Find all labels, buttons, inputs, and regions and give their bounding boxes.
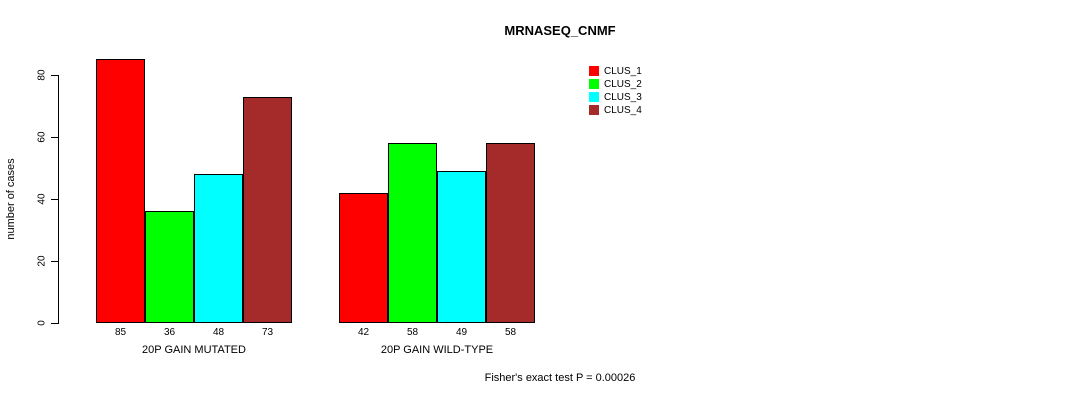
y-tick-label: 80 (36, 69, 48, 81)
legend-item-clus-4: CLUS_4 (589, 104, 642, 116)
bar-value-label: 48 (212, 327, 225, 338)
bar-clus-2-group-1 (145, 211, 194, 323)
bar-clus-1-group-1 (96, 59, 145, 323)
chart-title: MRNASEQ_CNMF (504, 23, 616, 38)
y-axis-title: number of cases (5, 158, 17, 240)
bar-clus-3-group-2 (437, 171, 486, 323)
y-axis-line (58, 75, 59, 324)
y-tick (51, 261, 58, 262)
y-tick (51, 75, 58, 76)
bar-clus-4-group-2 (486, 143, 535, 323)
legend-item-clus-2: CLUS_2 (589, 78, 642, 90)
bar-clus-3-group-1 (194, 174, 243, 323)
legend-swatch-icon (589, 66, 599, 76)
bar-clus-4-group-1 (243, 97, 292, 323)
legend-swatch-icon (589, 79, 599, 89)
legend-label: CLUS_1 (604, 65, 642, 77)
bar-clus-2-group-2 (388, 143, 437, 323)
y-tick (51, 137, 58, 138)
bar-value-label: 73 (261, 327, 274, 338)
legend-label: CLUS_4 (604, 104, 642, 116)
bar-value-label: 42 (357, 327, 370, 338)
fisher-test-annotation: Fisher's exact test P = 0.00026 (484, 372, 636, 384)
x-category-label: 20P GAIN MUTATED (142, 344, 246, 356)
legend-swatch-icon (589, 92, 599, 102)
bar-value-label: 58 (504, 327, 517, 338)
y-tick-label: 0 (36, 320, 48, 326)
legend-item-clus-1: CLUS_1 (589, 65, 642, 77)
legend-label: CLUS_3 (604, 91, 642, 103)
legend-label: CLUS_2 (604, 78, 642, 90)
bar-value-label: 36 (163, 327, 176, 338)
bar-value-label: 49 (455, 327, 468, 338)
y-tick (51, 199, 58, 200)
bar-clus-1-group-2 (339, 193, 388, 323)
y-tick (51, 323, 58, 324)
legend-swatch-icon (589, 105, 599, 115)
bar-value-label: 85 (114, 327, 127, 338)
y-tick-label: 60 (36, 131, 48, 143)
y-tick-label: 40 (36, 193, 48, 205)
bar-value-label: 58 (406, 327, 419, 338)
x-category-label: 20P GAIN WILD-TYPE (380, 344, 494, 356)
legend: CLUS_1 CLUS_2 CLUS_3 CLUS_4 (589, 65, 642, 117)
legend-item-clus-3: CLUS_3 (589, 91, 642, 103)
y-tick-label: 20 (36, 255, 48, 267)
